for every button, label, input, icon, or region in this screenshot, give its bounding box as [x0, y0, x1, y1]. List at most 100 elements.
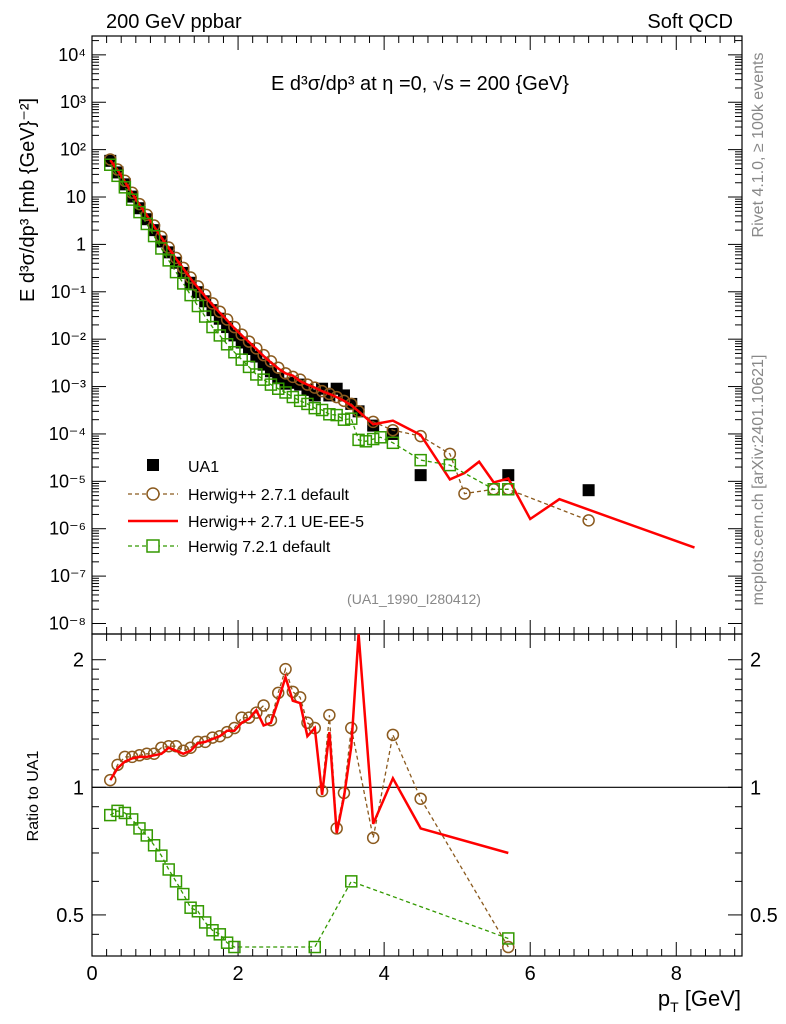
data-point-herwig-7-2-1-default — [279, 386, 292, 399]
data-point-herwig-2-7-1-default — [140, 747, 154, 761]
data-point-herwig-7-2-1-default — [162, 863, 175, 876]
data-point-herwig-7-2-1-default — [213, 329, 227, 342]
data-point-herwig-7-2-1-default — [286, 390, 300, 404]
main-y-tick-label: 10⁻⁷ — [50, 566, 86, 586]
data-point-herwig-7-2-1-default — [104, 158, 117, 171]
data-point-ua1 — [414, 469, 427, 482]
data-point-herwig-2-7-1-default — [323, 387, 336, 401]
data-point-herwig-2-7-1-default — [345, 397, 358, 411]
series-line-herwig-7-2-1-default — [109, 164, 509, 490]
data-point-herwig-2-7-1-default — [213, 305, 227, 318]
data-point-herwig-2-7-1-default — [257, 348, 270, 362]
x-tick-label: 8 — [671, 963, 682, 985]
data-point-herwig-2-7-1-default — [386, 423, 400, 437]
data-point-herwig-2-7-1-default — [582, 514, 595, 527]
data-point-herwig-7-2-1-default — [271, 382, 285, 395]
data-point-herwig-2-7-1-default — [330, 390, 343, 404]
data-point-herwig-2-7-1-default — [228, 320, 241, 334]
legend-label-herwigpp-ueee5: Herwig++ 2.7.1 UE-EE-5 — [188, 514, 364, 531]
data-point-herwig-7-2-1-default — [111, 169, 124, 183]
ratio-y-tick-label-left: 1 — [73, 777, 84, 799]
data-point-herwig-7-2-1-default — [177, 277, 190, 290]
ratio-y-tick-label-right: 0.5 — [750, 905, 778, 927]
ratio-y-tick-label-left: 2 — [73, 650, 84, 672]
data-point-herwig-7-2-1-default — [352, 433, 365, 447]
data-point-herwig-7-2-1-default — [155, 849, 168, 862]
data-point-herwig-7-2-1-default — [111, 804, 124, 818]
data-point-herwig-7-2-1-default — [308, 401, 322, 415]
data-point-herwig-2-7-1-default — [337, 394, 351, 408]
data-point-herwig-2-7-1-default — [315, 384, 329, 398]
data-point-herwig-2-7-1-default — [366, 831, 380, 845]
data-point-herwig-7-2-1-default — [206, 320, 219, 334]
data-point-herwig-7-2-1-default — [133, 822, 146, 835]
data-point-herwig-2-7-1-default — [242, 335, 256, 348]
ratio-series-group — [104, 633, 515, 954]
data-point-herwig-2-7-1-default — [414, 429, 427, 443]
data-point-herwig-2-7-1-default — [250, 342, 263, 355]
ratio-y-axis: 0.5 0.5 1 1 2 2 — [56, 650, 778, 935]
data-point-herwig-2-7-1-default — [104, 773, 117, 787]
data-point-herwig-2-7-1-default — [133, 197, 146, 211]
data-point-herwig-7-2-1-default — [337, 413, 351, 426]
data-point-herwig-2-7-1-default — [235, 328, 248, 341]
data-point-herwig-2-7-1-default — [352, 405, 365, 418]
legend-marker-ua1 — [147, 459, 159, 471]
data-point-herwig-7-2-1-default — [125, 813, 139, 826]
data-point-herwig-7-2-1-default — [133, 205, 146, 219]
main-y-tick-label: 10³ — [60, 92, 86, 112]
legend-marker-herwigpp-default — [146, 487, 160, 501]
data-point-herwig-7-2-1-default — [162, 254, 175, 267]
legend: UA1 Herwig++ 2.7.1 default Herwig++ 2.7.… — [128, 459, 364, 556]
data-point-herwig-2-7-1-default — [213, 729, 227, 743]
data-point-herwig-7-2-1-default — [345, 412, 358, 425]
data-point-herwig-2-7-1-default — [279, 367, 292, 380]
data-point-herwig-7-2-1-default — [487, 483, 500, 496]
data-point-herwig-7-2-1-default — [213, 928, 227, 941]
legend-marker-herwig7-default — [146, 539, 160, 553]
data-point-ua1 — [582, 484, 595, 497]
x-tick-label: 0 — [86, 963, 97, 985]
data-point-herwig-2-7-1-default — [191, 280, 205, 293]
data-point-herwig-7-2-1-default — [147, 839, 161, 852]
data-point-herwig-7-2-1-default — [366, 432, 380, 446]
data-point-herwig-7-2-1-default — [374, 431, 387, 444]
main-y-axis: 10⁴ 10³ 10² 10 1 10⁻¹ 10⁻² 10⁻³ 10⁻⁴ 10⁻⁵ 10⁻⁶ 10⁻⁷… — [49, 36, 742, 634]
data-point-herwig-7-2-1-default — [220, 936, 234, 949]
data-point-herwig-7-2-1-default — [140, 217, 154, 231]
main-y-tick-label: 10⁻⁸ — [49, 613, 86, 633]
header-right-label: Soft QCD — [647, 11, 733, 33]
data-point-herwig-7-2-1-default — [220, 338, 234, 351]
data-point-herwig-2-7-1-default — [133, 749, 146, 762]
data-point-herwig-2-7-1-default — [206, 297, 219, 310]
data-point-herwig-2-7-1-default — [220, 313, 234, 326]
header-left-label: 200 GeV ppbar — [106, 11, 242, 33]
main-series-group — [104, 153, 695, 549]
data-point-herwig-7-2-1-default — [228, 940, 241, 954]
main-y-tick-label: 10⁻⁵ — [49, 471, 86, 491]
data-point-herwig-7-2-1-default — [118, 806, 132, 820]
data-point-herwig-2-7-1-default — [286, 370, 300, 384]
main-plot-panel: E d³σ/dp³ at η =0, √s = 200 {GeV} E d³σ/… — [17, 35, 743, 635]
main-y-tick-label: 10⁴ — [58, 45, 86, 65]
data-point-herwig-2-7-1-default — [198, 288, 212, 302]
data-point-herwig-2-7-1-default — [502, 940, 515, 954]
data-point-herwig-7-2-1-default — [125, 193, 139, 206]
legend-label-herwig7-default: Herwig 7.2.1 default — [188, 539, 331, 556]
data-point-herwig-7-2-1-default — [184, 901, 197, 914]
x-tick-label: 2 — [233, 963, 244, 985]
data-point-herwig-7-2-1-default — [323, 408, 336, 421]
data-point-herwig-7-2-1-default — [502, 932, 515, 945]
data-point-herwig-7-2-1-default — [308, 940, 322, 954]
ratio-y-tick-label-right: 1 — [750, 777, 761, 799]
rivet-version-label: Rivet 4.1.0, ≥ 100k events — [750, 53, 767, 238]
x-tick-label: 4 — [379, 963, 390, 985]
ratio-plot-frame — [91, 633, 743, 957]
data-point-herwig-7-2-1-default — [301, 397, 314, 411]
main-y-tick-label: 10⁻² — [50, 329, 86, 349]
data-point-herwig-7-2-1-default — [414, 453, 427, 467]
analysis-watermark: (UA1_1990_I280412) — [347, 591, 481, 607]
data-point-herwig-7-2-1-default — [198, 916, 212, 929]
data-point-herwig-7-2-1-default — [177, 887, 190, 901]
